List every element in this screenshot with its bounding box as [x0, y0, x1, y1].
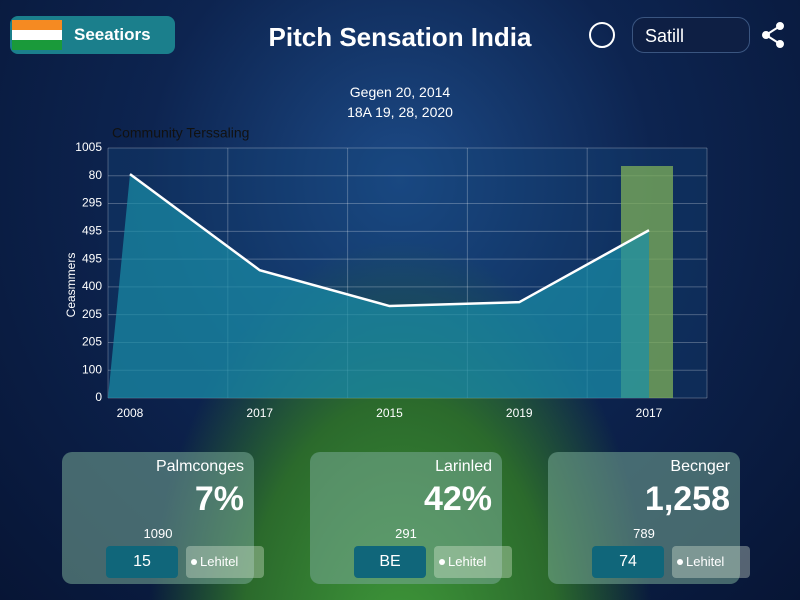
- date: 18A 19, 28, 2020: [347, 104, 453, 120]
- date: Gegen 20, 2014: [349, 84, 451, 100]
- card-title: Becnger: [670, 458, 730, 475]
- y-tick-label: 400: [82, 279, 102, 293]
- header: Seeatiors Pitch Sensation India Satill: [0, 0, 800, 70]
- card-pill[interactable]: Lehitel: [672, 546, 750, 578]
- x-tick-label: 2019: [506, 406, 533, 420]
- card-sub: 1090: [143, 526, 173, 541]
- card-button[interactable]: 74: [592, 546, 664, 578]
- card-sub: 789: [633, 526, 655, 541]
- card-pill[interactable]: Lehitel: [434, 546, 512, 578]
- page-title: Pitch Sensation India: [268, 22, 532, 52]
- y-tick-label: 205: [82, 335, 102, 349]
- card[interactable]: Larinled 42% 291 BE Lehitel: [310, 452, 512, 584]
- y-axis-label: Ceasmmers: [64, 253, 78, 318]
- y-tick-label: 100: [82, 362, 102, 376]
- card-value: 7%: [194, 480, 244, 518]
- x-tick-label: 2015: [376, 406, 403, 420]
- search-box[interactable]: Satill: [632, 17, 750, 53]
- y-tick-label: 1005: [75, 140, 102, 154]
- badge[interactable]: Seeatiors: [10, 16, 175, 54]
- card-title: Palmconges: [155, 458, 244, 475]
- y-tick-label: 495: [82, 224, 102, 238]
- card-button[interactable]: BE: [354, 546, 426, 578]
- area: [108, 174, 649, 398]
- card-button[interactable]: 15: [106, 546, 178, 578]
- card[interactable]: Becnger 1,258 789 74 Lehitel: [548, 452, 750, 584]
- icon[interactable]: [582, 15, 622, 55]
- x-tick-label: 2008: [117, 406, 144, 420]
- y-tick-label: 205: [82, 307, 102, 321]
- y-tick-label: 80: [89, 168, 103, 182]
- card-value: 42%: [423, 480, 492, 518]
- card[interactable]: Palmconges 7% 1090 15 Lehitel: [62, 452, 264, 584]
- line: [129, 173, 650, 308]
- x-tick-label: 2017: [246, 406, 273, 420]
- share-icon[interactable]: [760, 20, 790, 50]
- chart-title: Community Terssaling: [112, 125, 249, 141]
- badge-text: Seeatiors: [74, 25, 151, 44]
- x-tick-label: 2017: [636, 406, 663, 420]
- y-tick-label: 0: [95, 390, 102, 404]
- y-tick-label: 495: [82, 251, 102, 265]
- card-pill[interactable]: Lehitel: [186, 546, 264, 578]
- chart: Community Terssaling Ceasmmers 0 100 205 20…: [64, 124, 707, 420]
- card-sub: 291: [395, 526, 417, 541]
- y-tick-label: 295: [82, 196, 102, 210]
- card-title: Larinled: [435, 458, 492, 475]
- flag: [12, 20, 62, 50]
- dates: Gegen 20, 2014 18A 19, 28, 2020: [0, 82, 800, 122]
- card-value: 1,258: [644, 480, 730, 518]
